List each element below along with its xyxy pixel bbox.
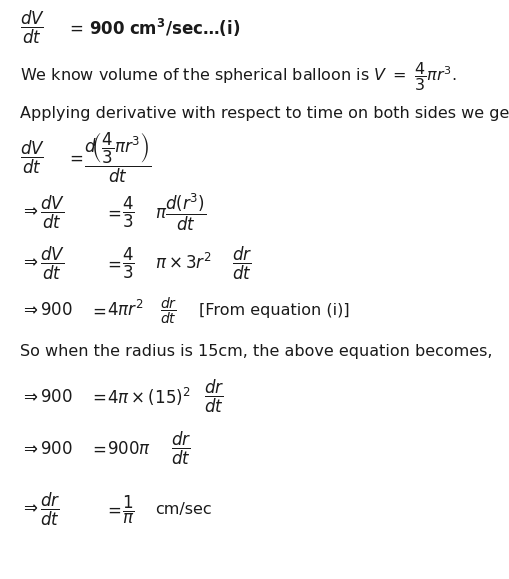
Text: $4\pi r^2$: $4\pi r^2$ xyxy=(107,301,144,320)
Text: $\Rightarrow 900$: $\Rightarrow 900$ xyxy=(20,301,73,320)
Text: $=$: $=$ xyxy=(89,387,106,406)
Text: $\dfrac{dr}{dt}$: $\dfrac{dr}{dt}$ xyxy=(160,295,178,325)
Text: $\Rightarrow 900$: $\Rightarrow 900$ xyxy=(20,439,73,458)
Text: $=$: $=$ xyxy=(104,500,122,519)
Text: $=$: $=$ xyxy=(66,19,83,37)
Text: We know volume of the spherical balloon is $V\ =\ \dfrac{4}{3}\pi r^3$.: We know volume of the spherical balloon … xyxy=(20,60,457,93)
Text: $\pi\dfrac{d(r^3)}{dt}$: $\pi\dfrac{d(r^3)}{dt}$ xyxy=(155,192,207,233)
Text: $=$: $=$ xyxy=(104,203,122,222)
Text: $\Rightarrow\dfrac{dr}{dt}$: $\Rightarrow\dfrac{dr}{dt}$ xyxy=(20,491,61,528)
Text: $\dfrac{dV}{dt}$: $\dfrac{dV}{dt}$ xyxy=(20,9,45,46)
Text: $\dfrac{dV}{dt}$: $\dfrac{dV}{dt}$ xyxy=(20,139,45,176)
Text: $\dfrac{4}{3}$: $\dfrac{4}{3}$ xyxy=(122,195,135,230)
Text: $\dfrac{dr}{dt}$: $\dfrac{dr}{dt}$ xyxy=(232,245,252,282)
Text: $\dfrac{1}{\pi}$: $\dfrac{1}{\pi}$ xyxy=(122,493,135,526)
Text: $\dfrac{d\!\left(\dfrac{4}{3}\pi r^3\right)}{dt}$: $\dfrac{d\!\left(\dfrac{4}{3}\pi r^3\rig… xyxy=(84,130,152,185)
Text: So when the radius is 15cm, the above equation becomes,: So when the radius is 15cm, the above eq… xyxy=(20,344,493,359)
Text: $=$: $=$ xyxy=(89,301,106,320)
Text: $\Rightarrow\dfrac{dV}{dt}$: $\Rightarrow\dfrac{dV}{dt}$ xyxy=(20,194,66,231)
Text: $=$: $=$ xyxy=(66,148,83,167)
Text: $\pi\times 3r^2$: $\pi\times 3r^2$ xyxy=(155,254,212,273)
Text: $\Rightarrow\dfrac{dV}{dt}$: $\Rightarrow\dfrac{dV}{dt}$ xyxy=(20,245,66,282)
Text: $\dfrac{dr}{dt}$: $\dfrac{dr}{dt}$ xyxy=(171,430,191,467)
Text: $\dfrac{4}{3}$: $\dfrac{4}{3}$ xyxy=(122,246,135,281)
Text: Applying derivative with respect to time on both sides we get,: Applying derivative with respect to time… xyxy=(20,106,509,121)
Text: cm/sec: cm/sec xyxy=(155,502,212,517)
Text: [From equation (i)]: [From equation (i)] xyxy=(199,303,349,318)
Text: $\dfrac{dr}{dt}$: $\dfrac{dr}{dt}$ xyxy=(204,378,224,415)
Text: $=$: $=$ xyxy=(89,439,106,458)
Text: $900\pi$: $900\pi$ xyxy=(107,439,151,458)
Text: $\Rightarrow 900$: $\Rightarrow 900$ xyxy=(20,387,73,406)
Text: $\mathbf{900\ cm^3/sec\ldots (i)}$: $\mathbf{900\ cm^3/sec\ldots (i)}$ xyxy=(89,17,240,39)
Text: $4\pi\times(15)^2$: $4\pi\times(15)^2$ xyxy=(107,386,190,408)
Text: $=$: $=$ xyxy=(104,254,122,273)
